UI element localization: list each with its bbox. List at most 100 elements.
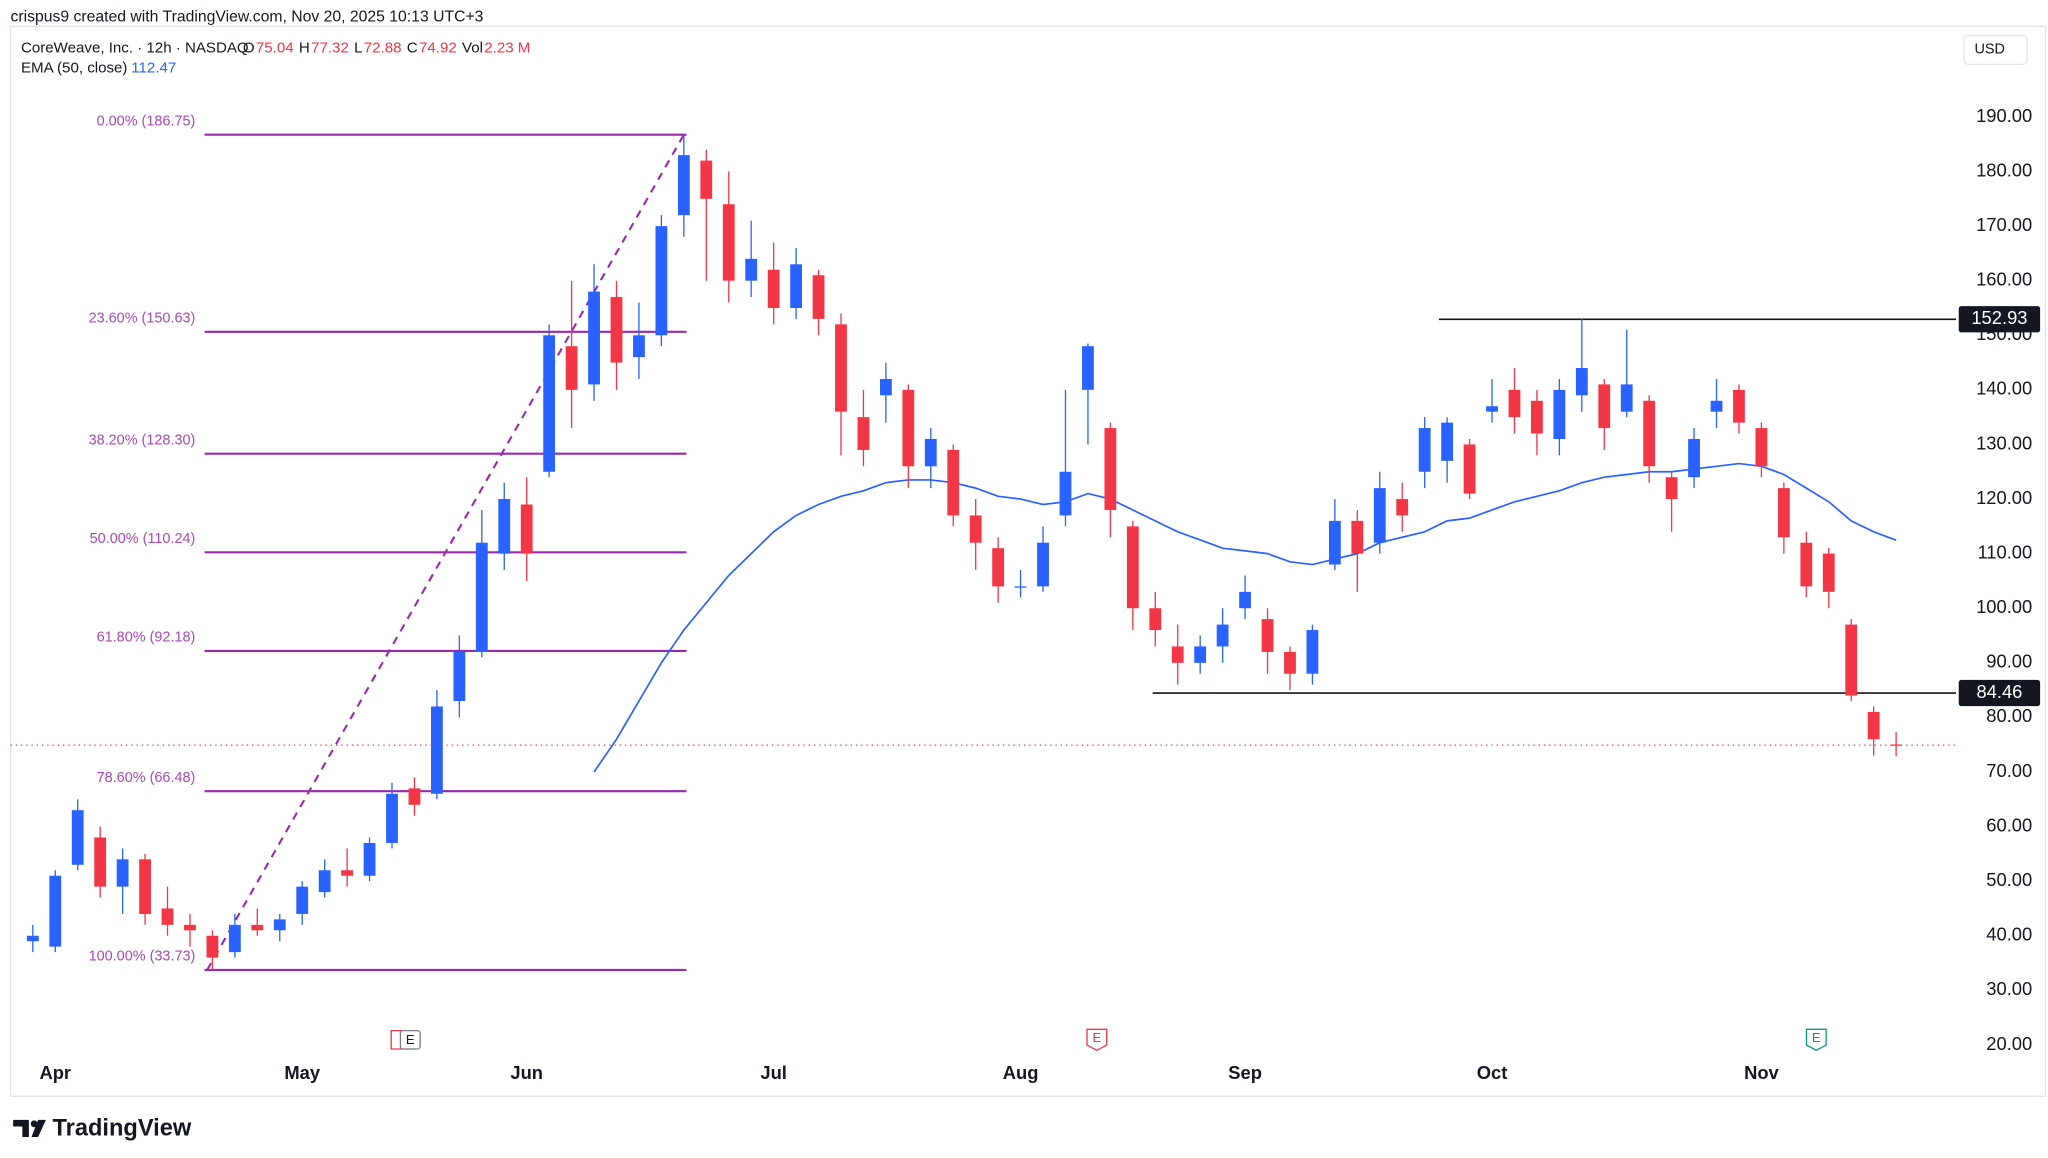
candle-body — [273, 919, 286, 931]
y-tick-label: 50.00 — [1986, 869, 2032, 890]
candle-body — [835, 324, 847, 412]
candle-body — [296, 886, 309, 914]
candle-body — [1396, 499, 1409, 516]
fib-label: 50.00% (110.24) — [90, 531, 196, 547]
ohlc-key: C — [407, 40, 418, 57]
candle-body — [857, 417, 870, 450]
candle-body — [1328, 520, 1341, 565]
symbol: CoreWeave, Inc. · 12h · NASDAQ — [21, 40, 249, 57]
candle-body — [184, 924, 196, 931]
fib-label: 100.00% (33.73) — [89, 949, 196, 965]
chart-frame — [9, 25, 2047, 1097]
candle-body — [228, 924, 241, 953]
candle-body — [1598, 384, 1611, 429]
ohlc-value: 72.88 — [364, 40, 402, 57]
candle-body — [1553, 389, 1566, 439]
event-label: E — [1812, 1030, 1821, 1045]
x-tick-label: Oct — [1477, 1062, 1508, 1083]
candle-body — [1867, 711, 1880, 740]
candle-body — [161, 908, 174, 925]
ohlc-key: L — [354, 40, 362, 57]
y-tick-label: 60.00 — [1986, 814, 2032, 835]
candle-body — [26, 935, 39, 942]
candle-body — [1284, 651, 1296, 674]
y-tick-label: 190.00 — [1976, 105, 2032, 126]
candle-body — [386, 793, 398, 843]
candle-body — [139, 859, 151, 914]
candle-body — [520, 504, 533, 554]
candle-body — [1014, 586, 1027, 588]
candle-body — [1126, 526, 1139, 609]
level-label-box — [1958, 679, 2041, 707]
candle-body — [1171, 646, 1184, 663]
candle-body — [1822, 553, 1835, 592]
ema-line — [593, 462, 1897, 773]
currency: USD — [1974, 42, 2004, 58]
vol-value: 2.23 M — [484, 40, 530, 57]
y-tick-label: 120.00 — [1976, 487, 2032, 508]
candle-body — [1665, 477, 1678, 500]
candle-body — [341, 870, 354, 876]
candle-body — [969, 515, 982, 543]
y-tick-label: 170.00 — [1976, 214, 2032, 235]
candle-body — [430, 706, 443, 794]
x-tick-label: Nov — [1744, 1062, 1779, 1083]
vol-key: Vol — [462, 40, 483, 57]
brand: TradingView — [53, 1115, 192, 1141]
candle-body — [453, 651, 466, 702]
ema-value: 112.47 — [131, 59, 176, 76]
y-tick-label: 30.00 — [1986, 978, 2032, 999]
candle-body — [1261, 619, 1274, 652]
candle-body — [879, 378, 892, 396]
x-tick-label: Jul — [760, 1062, 787, 1083]
candle-body — [498, 499, 511, 554]
level-label-box — [1958, 306, 2041, 333]
candle-body — [318, 870, 331, 893]
candle-body — [1688, 438, 1700, 478]
y-tick-label: 160.00 — [1976, 269, 2032, 290]
candle-body — [1508, 389, 1521, 418]
event-marker: E — [390, 1029, 421, 1050]
candle-body — [1037, 542, 1049, 587]
candle-body — [1239, 591, 1251, 609]
candle-body — [588, 291, 600, 385]
event-marker: E — [1805, 1028, 1827, 1052]
x-tick-label: Aug — [1003, 1062, 1039, 1083]
candle-body — [1620, 384, 1633, 412]
x-tick-label: Apr — [39, 1062, 71, 1083]
candle-body — [1710, 400, 1723, 412]
level-label: 152.93 — [1971, 307, 2027, 328]
candle-body — [1845, 624, 1858, 696]
x-tick-label: May — [284, 1062, 321, 1083]
candle-body — [94, 837, 107, 887]
candle-body — [1441, 422, 1454, 461]
candle-body — [790, 264, 803, 308]
candle-body — [1373, 488, 1386, 543]
candle-body — [363, 842, 376, 876]
trend-line — [206, 134, 685, 971]
ohlc-value: 75.04 — [256, 40, 294, 57]
candle-body — [722, 204, 735, 281]
y-tick-label: 110.00 — [1977, 541, 2032, 562]
candle-body — [1216, 624, 1229, 647]
candle-body — [475, 542, 488, 652]
candle-body — [206, 935, 219, 958]
ohlc-legend: O 75.04 H 77.32 L 72.88 C 74.92 Vol 2.23 M — [243, 40, 530, 57]
candle-body — [565, 346, 578, 390]
candle-body — [49, 875, 62, 947]
x-tick-label: Sep — [1228, 1062, 1262, 1083]
y-tick-label: 180.00 — [1976, 159, 2032, 180]
fib-label: 61.80% (92.18) — [97, 630, 196, 646]
level-label: 84.46 — [1976, 681, 2022, 702]
candle-body — [633, 335, 645, 358]
candle-body — [1463, 444, 1476, 494]
candle-body — [1733, 389, 1745, 423]
candle-body — [924, 438, 937, 467]
event-label: E — [406, 1032, 415, 1047]
ohlc-key: O — [243, 40, 255, 57]
candle-body — [408, 788, 421, 805]
candle-body — [116, 859, 129, 887]
candle-body — [992, 548, 1005, 587]
candle-body — [1149, 608, 1162, 631]
